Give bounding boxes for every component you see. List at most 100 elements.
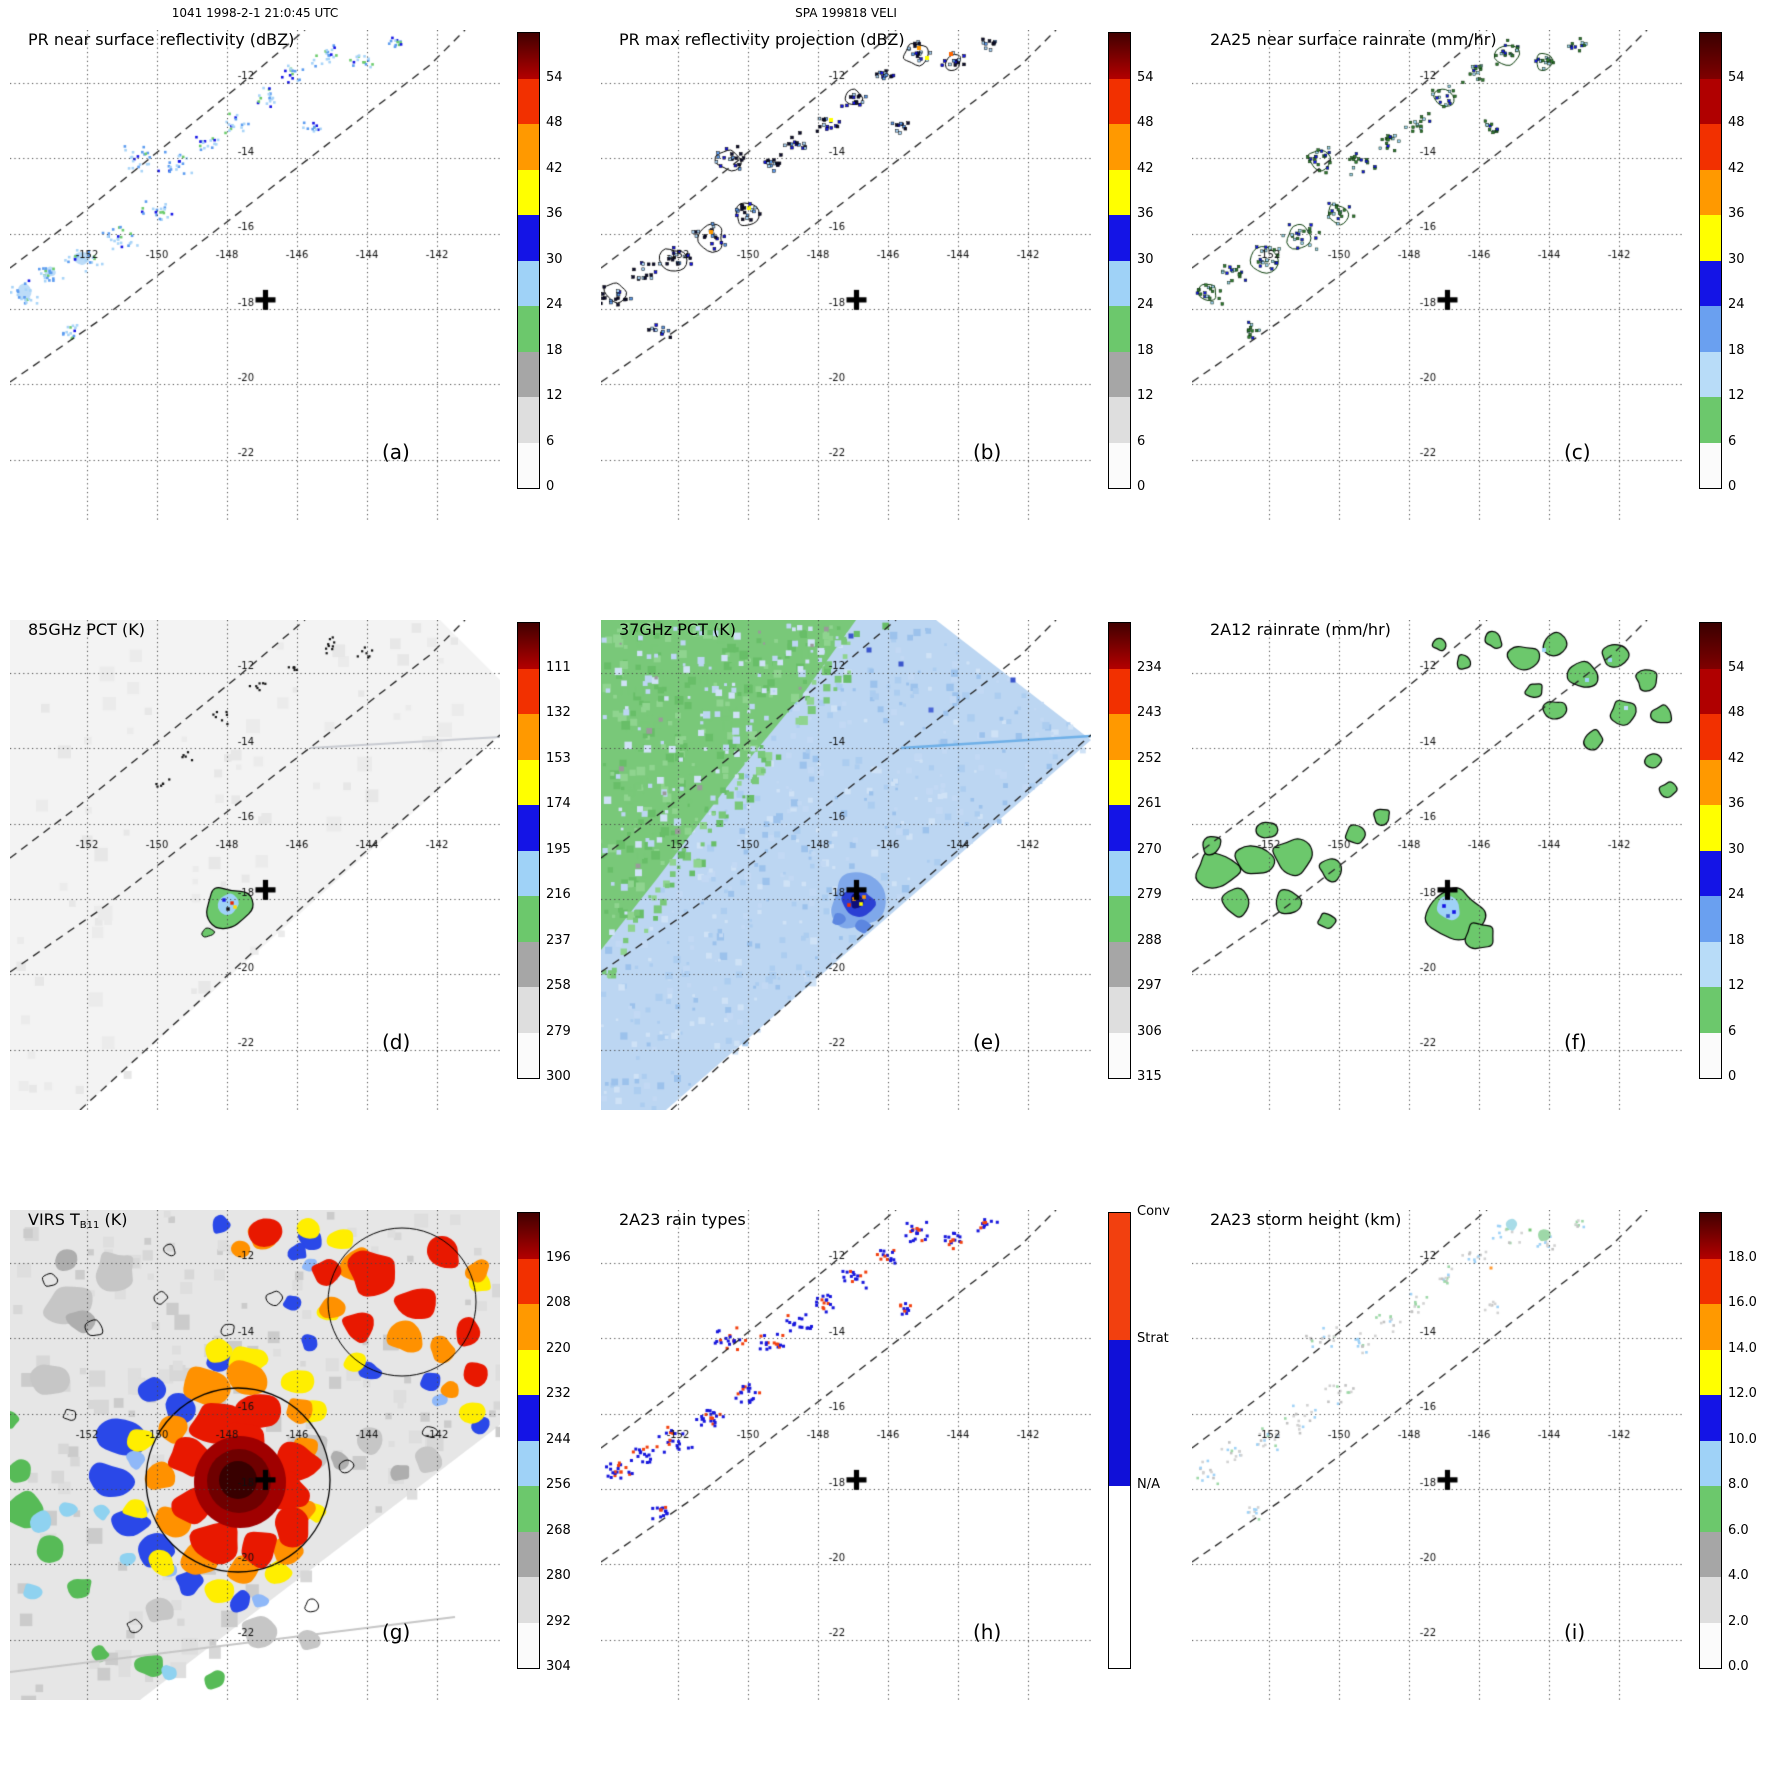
colorbar-label: 306	[1137, 1023, 1162, 1039]
colorbar-label: 0	[1137, 479, 1146, 494]
colorbar-f	[1699, 622, 1722, 1079]
colorbar-segment	[518, 941, 539, 987]
colorbar-segment	[1700, 1395, 1721, 1441]
colorbar-label: 36	[546, 206, 563, 221]
colorbar-segment	[518, 1577, 539, 1623]
colorbar-segment	[1700, 169, 1721, 215]
colorbar-label: 42	[1728, 750, 1745, 766]
colorbar-label: N/A	[1137, 1477, 1160, 1492]
colorbar-label: 6.0	[1728, 1522, 1749, 1538]
colorbar-segment	[1700, 850, 1721, 896]
colorbar-segment	[518, 1622, 539, 1668]
colorbar-segment	[1109, 442, 1130, 488]
colorbar-label: 24	[1137, 297, 1154, 312]
colorbar-label: 300	[546, 1069, 571, 1084]
colorbar-segment	[1700, 1349, 1721, 1395]
colorbar-label: 4.0	[1728, 1568, 1749, 1583]
colorbar-label: 280	[546, 1568, 571, 1583]
panel-g: VIRS TB11 (K) (g) 304 292 280 268 256 244 232 220…	[0, 1180, 590, 1770]
colorbar-segment	[1109, 805, 1130, 851]
colorbar-d	[517, 622, 540, 1079]
panel-title-f: 2A12 rainrate (mm/hr)	[1210, 620, 1391, 639]
colorbar-segment-strat	[1109, 1340, 1130, 1486]
colorbar-c	[1699, 32, 1722, 489]
colorbar-label: 234	[1137, 659, 1162, 675]
map-canvas-e	[601, 620, 1091, 1110]
colorbar-label: 48	[1728, 115, 1745, 130]
colorbar-segment	[1109, 668, 1130, 714]
colorbar-label: 18	[546, 342, 563, 358]
map-canvas-a	[10, 30, 500, 520]
colorbar-label: 153	[546, 750, 571, 766]
colorbar-label: 12	[1137, 388, 1154, 403]
colorbar-label: 279	[1137, 887, 1162, 902]
colorbar-label: 243	[1137, 705, 1162, 720]
colorbar-label: 10.0	[1728, 1431, 1757, 1447]
colorbar-segment	[1700, 941, 1721, 987]
panel-title-a: PR near surface reflectivity (dBZ)	[28, 30, 295, 49]
colorbar-segment	[1109, 1032, 1130, 1078]
colorbar-label: 30	[1137, 251, 1154, 267]
panel-letter-a: (a)	[382, 440, 410, 464]
colorbar-segment	[1700, 215, 1721, 261]
panel-b: PR max reflectivity projection (dBZ) (b) 0…	[591, 0, 1181, 590]
colorbar-h	[1108, 1212, 1131, 1669]
panel-letter-d: (d)	[382, 1030, 411, 1054]
colorbar-label: 54	[1728, 69, 1745, 85]
map-canvas-i	[1192, 1210, 1682, 1700]
colorbar-segment	[1700, 124, 1721, 170]
map-canvas-d	[10, 620, 500, 1110]
colorbar-segment	[1109, 759, 1130, 805]
colorbar-label: 0	[1728, 479, 1737, 494]
colorbar-segment	[518, 850, 539, 896]
colorbar-segment	[1700, 759, 1721, 805]
colorbar-segment	[1700, 668, 1721, 714]
colorbar-segment	[1700, 1486, 1721, 1532]
colorbar-label: 48	[546, 115, 563, 130]
colorbar-segment	[1109, 941, 1130, 987]
panel-title-b: PR max reflectivity projection (dBZ)	[619, 30, 905, 49]
colorbar-segment	[1700, 442, 1721, 488]
colorbar-a	[517, 32, 540, 489]
colorbar-segment	[518, 1486, 539, 1532]
colorbar-label: 54	[1137, 69, 1154, 85]
colorbar-segment	[518, 1213, 539, 1259]
colorbar-segment	[518, 260, 539, 306]
colorbar-label: 48	[1728, 705, 1745, 720]
colorbar-label: 54	[546, 69, 563, 85]
colorbar-label: 12	[546, 388, 563, 403]
colorbar-label: 12	[1728, 388, 1745, 403]
colorbar-segment	[1700, 1304, 1721, 1350]
colorbar-label: 6	[546, 433, 555, 449]
colorbar-label: 261	[1137, 796, 1162, 811]
colorbar-segment	[518, 668, 539, 714]
colorbar-segment	[518, 1349, 539, 1395]
panel-letter-h: (h)	[973, 1620, 1002, 1644]
figure-header-storm-id: SPA 199818 VELI	[795, 6, 897, 20]
colorbar-label: 42	[546, 160, 563, 176]
colorbar-segment	[1109, 714, 1130, 760]
panel-title-g: VIRS TB11 (K)	[28, 1210, 128, 1231]
colorbar-segment	[1109, 33, 1130, 79]
colorbar-segment	[1700, 714, 1721, 760]
colorbar-segment	[518, 351, 539, 397]
colorbar-i	[1699, 1212, 1722, 1669]
panel-letter-g: (g)	[382, 1620, 411, 1644]
colorbar-segment	[518, 805, 539, 851]
colorbar-label: 315	[1137, 1069, 1162, 1084]
colorbar-label: 54	[1728, 659, 1745, 675]
colorbar-segment	[1109, 397, 1130, 443]
colorbar-segment	[1700, 1440, 1721, 1486]
colorbar-segment	[1700, 623, 1721, 669]
colorbar-segment	[518, 1440, 539, 1486]
colorbar-label: 6	[1137, 433, 1146, 449]
panel-d: 85GHz PCT (K) (d) 300 279 258 237 216 195 174 153…	[0, 590, 590, 1180]
colorbar-label: 0	[1728, 1069, 1737, 1084]
colorbar-label: 220	[546, 1340, 571, 1356]
colorbar-label: 297	[1137, 978, 1162, 993]
colorbar-segment	[1109, 351, 1130, 397]
colorbar-segment	[518, 623, 539, 669]
colorbar-label: 36	[1728, 796, 1745, 811]
colorbar-label: 0	[546, 479, 555, 494]
